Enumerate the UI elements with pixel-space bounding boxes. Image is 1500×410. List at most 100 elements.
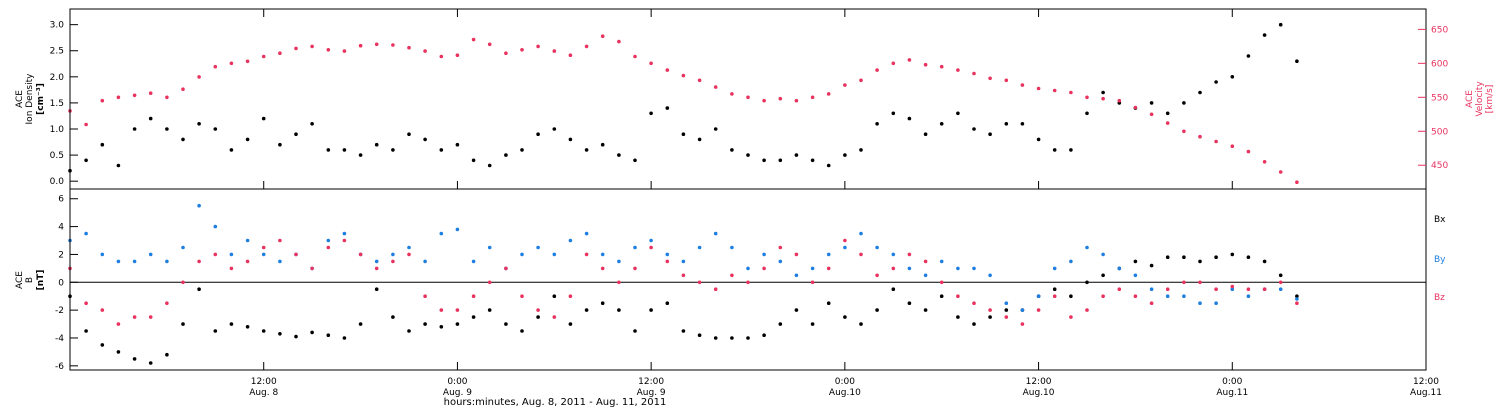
- velocity-point: [826, 92, 831, 96]
- velocity-ylabel-line2: Velocity: [1475, 81, 1485, 117]
- by-point: [100, 252, 105, 257]
- bz-point: [1069, 315, 1073, 319]
- bz-point: [1101, 294, 1105, 299]
- bz-point: [342, 238, 347, 243]
- density-point: [278, 142, 282, 147]
- bx-point: [972, 322, 976, 326]
- by-point: [1101, 252, 1105, 257]
- velocity-point: [391, 43, 395, 47]
- by-point: [455, 227, 460, 232]
- velocity-point: [633, 54, 637, 59]
- bx-point: [713, 336, 718, 340]
- bz-point: [778, 245, 783, 250]
- density-point: [939, 122, 944, 126]
- velocity-point: [423, 49, 427, 53]
- bz-point: [794, 252, 799, 257]
- velocity-point: [746, 95, 750, 100]
- velocity-point: [617, 39, 621, 44]
- bz-point: [1020, 322, 1025, 326]
- bz-point: [148, 315, 153, 319]
- by-point: [439, 231, 444, 236]
- by-point: [245, 238, 250, 243]
- bx-point: [197, 287, 201, 292]
- velocity-point: [1004, 78, 1009, 83]
- bx-point: [859, 322, 863, 326]
- by-point: [1182, 294, 1186, 299]
- by-point: [1069, 259, 1073, 264]
- velocity-point: [988, 76, 992, 81]
- by-point: [713, 231, 718, 236]
- density-point: [84, 158, 88, 163]
- velocity-point: [1149, 112, 1154, 117]
- bx-point: [342, 336, 347, 340]
- velocity-point: [907, 58, 912, 62]
- bx-point: [956, 315, 960, 319]
- by-point: [1052, 266, 1057, 271]
- bx-point: [988, 315, 992, 319]
- legend-bz: Bz: [1434, 293, 1445, 303]
- density-ytick-label: 0.0: [50, 177, 65, 187]
- density-point: [229, 148, 234, 152]
- velocity-point: [374, 42, 379, 47]
- bz-point: [520, 294, 524, 299]
- bx-point: [165, 352, 169, 357]
- bx-point: [278, 332, 282, 336]
- by-point: [1246, 294, 1251, 299]
- bz-point: [972, 301, 976, 306]
- by-point: [665, 252, 670, 257]
- x-tick-time-label: 12:00: [1413, 377, 1439, 387]
- bx-point: [455, 322, 460, 326]
- by-point: [584, 231, 589, 236]
- density-point: [504, 153, 508, 157]
- bx-point: [116, 350, 121, 354]
- density-point: [294, 132, 298, 136]
- density-point: [261, 116, 266, 121]
- density-point: [794, 153, 799, 157]
- density-point: [1262, 33, 1267, 37]
- bz-point: [1149, 301, 1154, 306]
- density-point: [326, 148, 331, 152]
- bottom-legend: Bx By Bz: [1434, 215, 1446, 303]
- density-point: [552, 127, 557, 131]
- bx-point: [181, 322, 185, 326]
- velocity-point: [649, 61, 653, 66]
- density-point: [423, 137, 427, 142]
- density-point: [568, 137, 573, 142]
- density-point: [1246, 54, 1251, 58]
- density-point: [100, 142, 105, 147]
- by-point: [600, 252, 605, 257]
- bx-point: [1133, 259, 1138, 264]
- density-point: [988, 132, 992, 136]
- bz-point: [1295, 301, 1299, 306]
- by-point: [342, 231, 347, 236]
- bx-point: [939, 294, 944, 299]
- velocity-point: [1278, 170, 1283, 174]
- density-point: [1198, 90, 1202, 95]
- bz-point: [1085, 308, 1089, 312]
- density-point: [826, 163, 831, 168]
- bx-point: [633, 329, 637, 333]
- bz-point: [1214, 287, 1218, 292]
- density-point: [1214, 80, 1218, 84]
- density-point: [923, 132, 928, 136]
- by-point: [423, 259, 427, 264]
- bz-point: [584, 252, 589, 257]
- bx-point: [746, 336, 750, 340]
- x-axis-title: hours:minutes, Aug. 8, 2011 - Aug. 11, 2…: [444, 397, 667, 408]
- by-point: [116, 259, 121, 264]
- bz-point: [875, 273, 879, 278]
- velocity-point: [956, 68, 960, 72]
- velocity-point: [843, 83, 847, 87]
- velocity-point: [1295, 180, 1299, 184]
- bx-point: [423, 322, 427, 326]
- by-point: [859, 231, 863, 236]
- velocity-point: [939, 64, 944, 69]
- bx-point: [1278, 273, 1283, 278]
- bz-point: [1004, 315, 1009, 319]
- bz-point: [697, 280, 702, 285]
- bx-point: [504, 322, 508, 326]
- bz-point: [568, 294, 573, 299]
- by-point: [826, 252, 831, 257]
- x-tick-time-label: 0:00: [835, 377, 855, 387]
- top-velocity-points: [68, 34, 1299, 184]
